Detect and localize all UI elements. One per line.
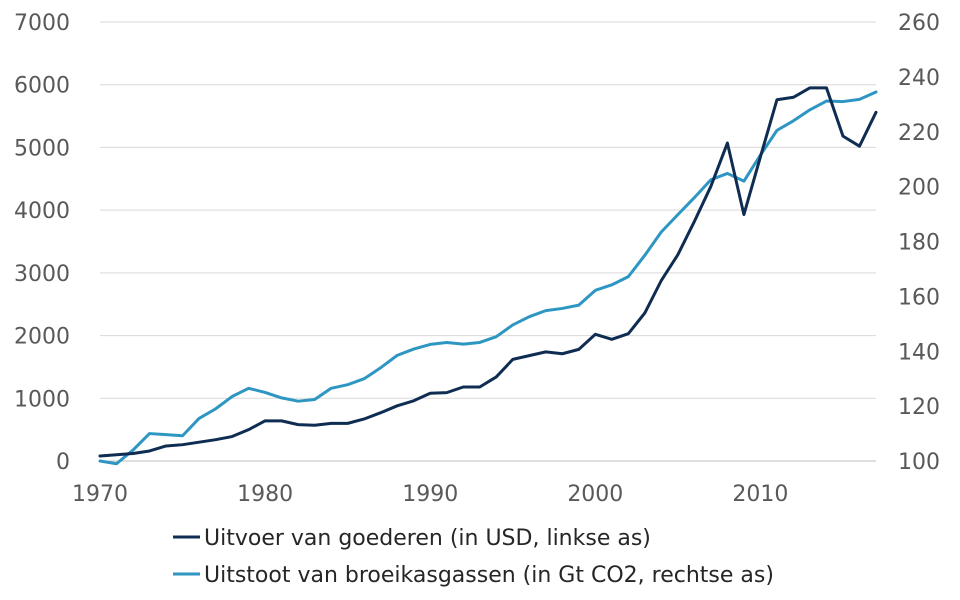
x-axis-tick-label: 2010 — [732, 482, 788, 507]
legend-item-1: Uitvoer van goederen (in USD, linkse as) — [173, 526, 651, 551]
left-axis-tick-labels: 0 1000 2000 3000 4000 5000 6000 7000 — [14, 11, 70, 475]
left-axis-tick-label: 6000 — [14, 74, 70, 99]
right-axis-tick-label: 240 — [898, 66, 940, 91]
left-axis-tick-label: 1000 — [14, 387, 70, 412]
left-axis-tick-label: 5000 — [14, 136, 70, 161]
right-axis-tick-label: 220 — [898, 121, 940, 146]
legend-label: Uitstoot van broeikasgassen (in Gt CO2, … — [204, 563, 774, 588]
series-lines — [98, 86, 878, 466]
series-line-1 — [98, 86, 878, 458]
x-axis-tick-label: 1980 — [237, 482, 293, 507]
x-axis-tick-label: 1990 — [402, 482, 458, 507]
x-axis-tick-labels: 1970 1980 1990 2000 2010 — [72, 482, 788, 507]
left-axis-tick-label: 4000 — [14, 199, 70, 224]
legend-item-2: Uitstoot van broeikasgassen (in Gt CO2, … — [173, 563, 774, 588]
x-axis-tick-label: 2000 — [567, 482, 623, 507]
left-axis-tick-label: 0 — [56, 450, 70, 475]
right-axis-tick-label: 180 — [898, 231, 940, 256]
x-axis-tick-label: 1970 — [72, 482, 128, 507]
right-axis-tick-label: 120 — [898, 395, 940, 420]
right-axis-tick-label: 160 — [898, 285, 940, 310]
legend-label: Uitvoer van goederen (in USD, linkse as) — [204, 526, 651, 551]
right-axis-tick-labels: 100 120 140 160 180 200 220 240 260 — [898, 11, 940, 475]
right-axis-tick-label: 260 — [898, 11, 940, 36]
legend: Uitvoer van goederen (in USD, linkse as)… — [173, 526, 774, 588]
left-axis-tick-label: 7000 — [14, 11, 70, 36]
right-axis-tick-label: 140 — [898, 340, 940, 365]
gridlines — [100, 21, 876, 399]
left-axis-tick-label: 2000 — [14, 325, 70, 350]
series-line-2 — [98, 90, 878, 466]
left-axis-tick-label: 3000 — [14, 262, 70, 287]
right-axis-tick-label: 200 — [898, 176, 940, 201]
right-axis-tick-label: 100 — [898, 450, 940, 475]
